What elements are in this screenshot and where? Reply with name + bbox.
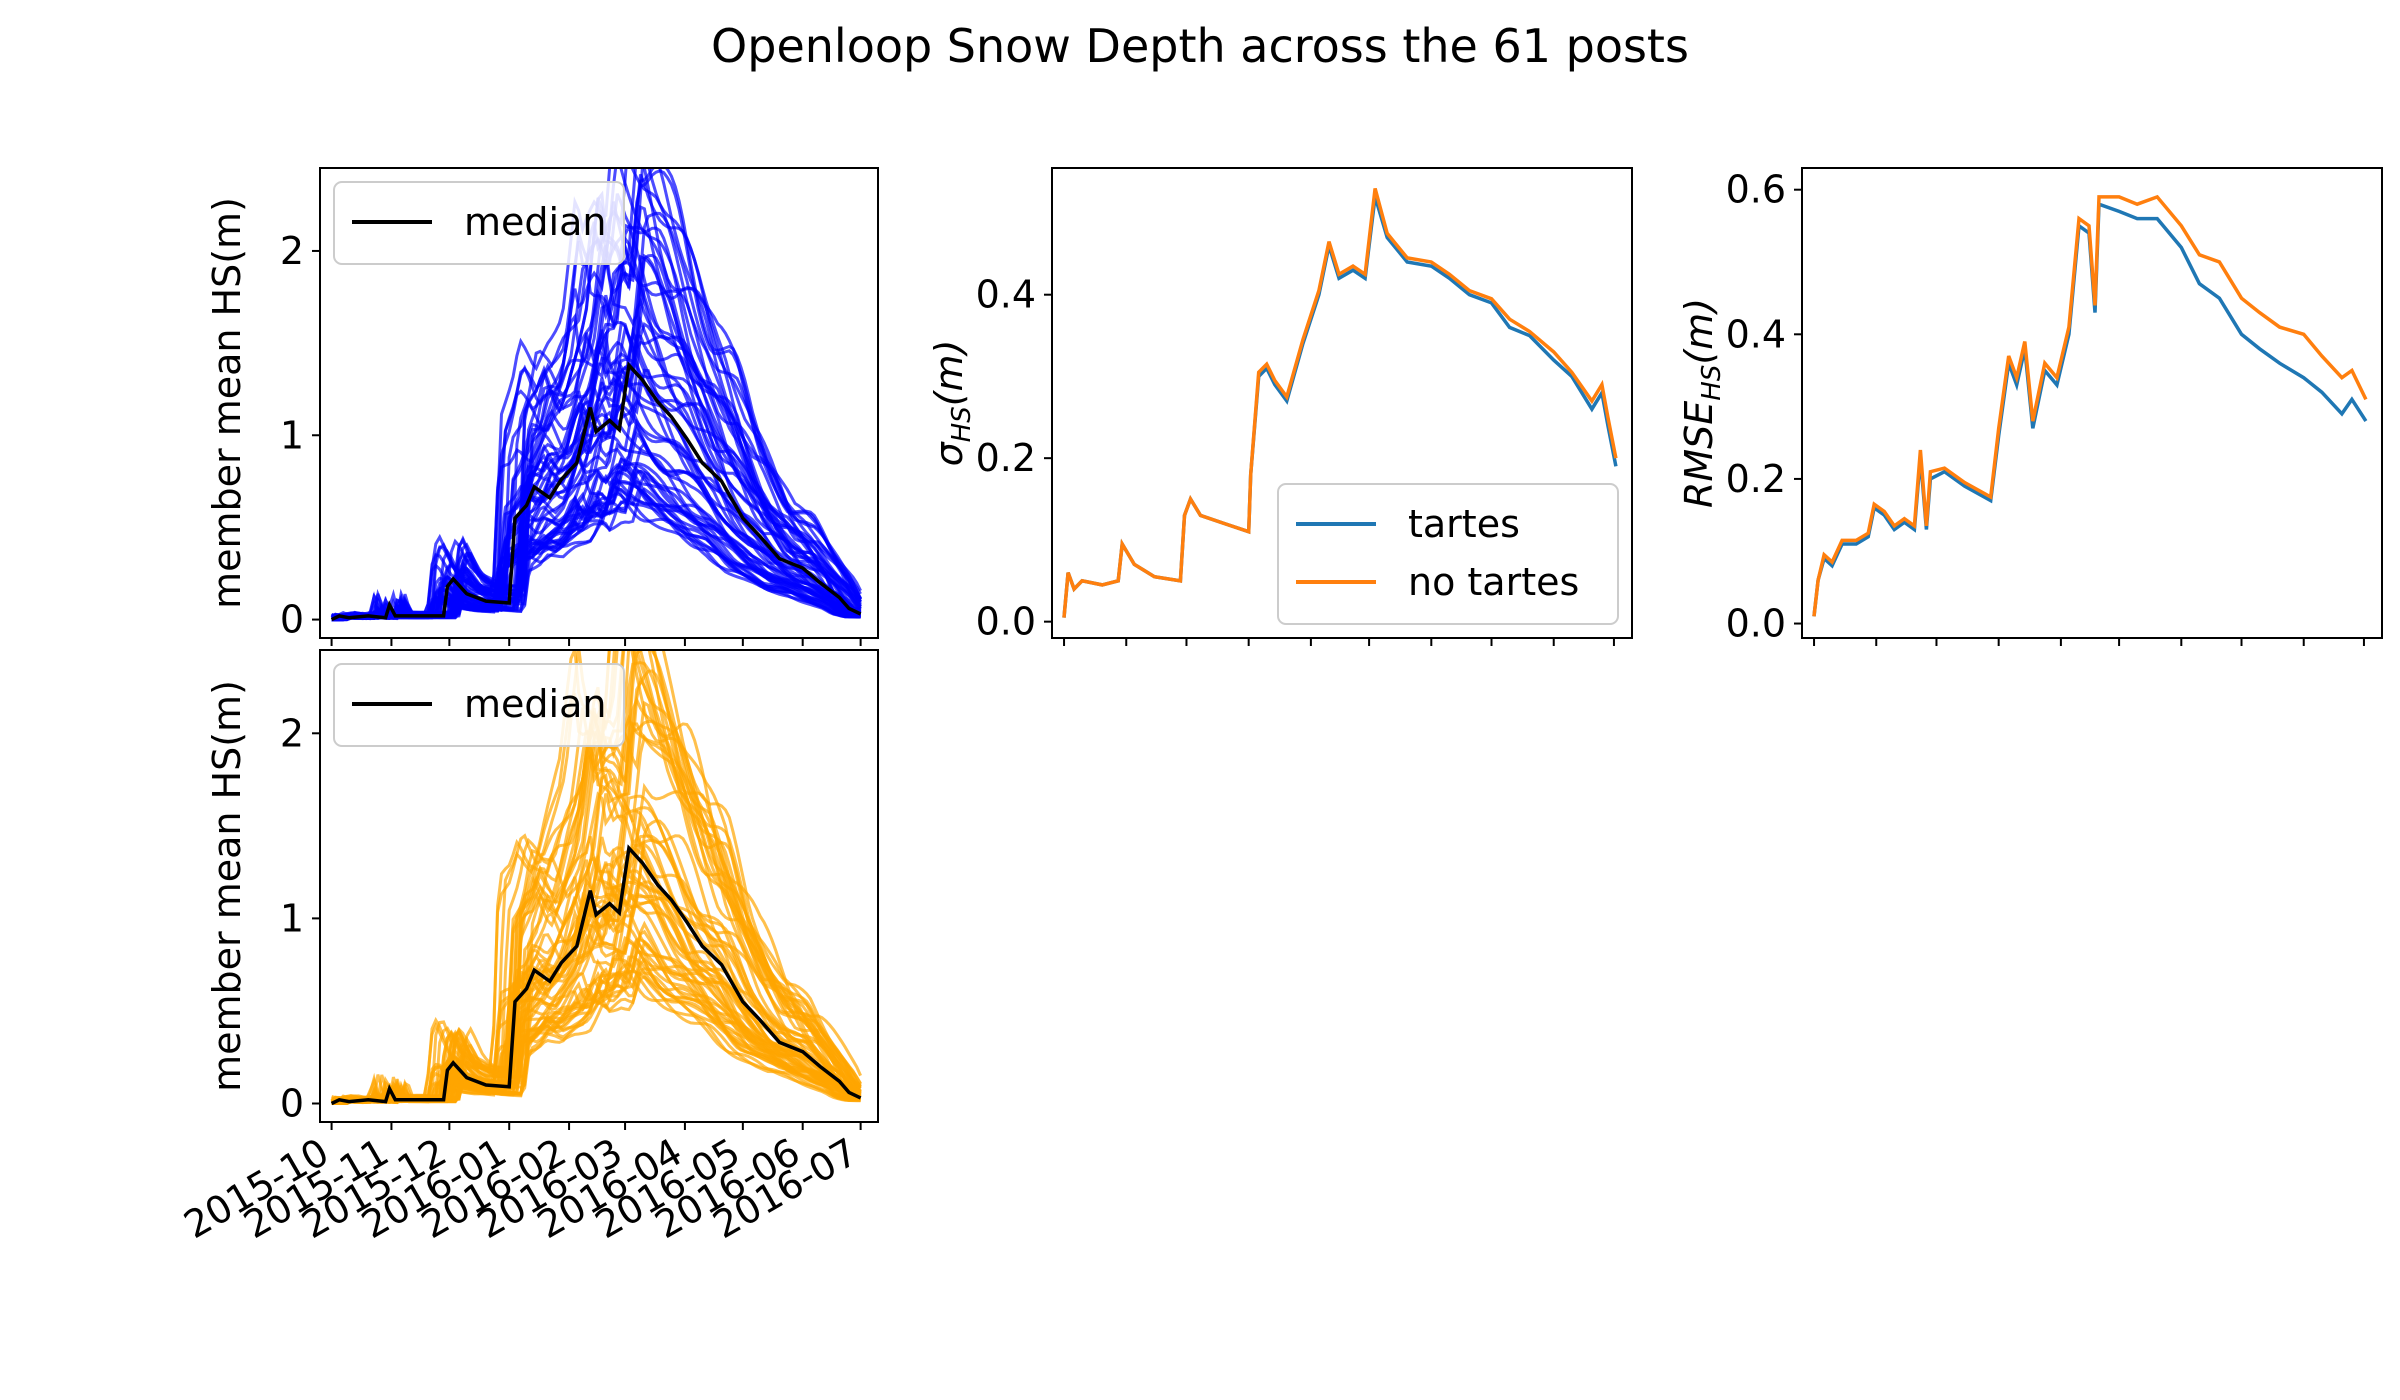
y-tick-label: 0.4 xyxy=(1726,312,1786,356)
plot-area xyxy=(330,168,862,622)
axes-frame xyxy=(1051,167,1633,639)
y-tick-label: 1 xyxy=(280,896,304,940)
legend-label: tartes xyxy=(1408,502,1520,546)
axes-frame xyxy=(1801,167,2383,639)
panel-top-left: 0 1 2 member mean HS(m) median xyxy=(205,167,879,646)
y-tick-label: 1 xyxy=(280,413,304,457)
panel-top-middle: 0.0 0.2 0.4 σHS(m) tartes no tartes xyxy=(927,167,1633,646)
legend: median xyxy=(333,663,625,747)
y-axis-label: RMSEHS(m) xyxy=(1677,298,1727,508)
y-tick-label: 0.4 xyxy=(976,273,1036,317)
median-line xyxy=(330,844,862,1106)
series-tartes xyxy=(1812,201,2368,617)
y-tick-label: 0 xyxy=(280,598,304,642)
y-tick-label: 0 xyxy=(280,1081,304,1125)
legend-box xyxy=(333,181,625,265)
y-tick-label: 0.2 xyxy=(1726,457,1786,501)
figure-title: Openloop Snow Depth across the 61 posts xyxy=(711,19,1689,73)
y-axis-label: member mean HS(m) xyxy=(205,680,249,1092)
legend-box xyxy=(333,663,625,747)
axes-frame xyxy=(319,649,879,1123)
y-tick-label: 2 xyxy=(280,229,304,273)
y-tick-label: 0.0 xyxy=(1726,602,1786,646)
series-no-tartes xyxy=(1062,187,1618,618)
series-no-tartes xyxy=(1812,194,2368,617)
plot-area xyxy=(1812,194,2368,617)
panel-top-right: 0.0 0.2 0.4 0.6 RMSEHS(m) xyxy=(1677,167,2383,646)
plot-area xyxy=(330,650,862,1106)
legend-label: no tartes xyxy=(1408,560,1579,604)
legend: tartes no tartes xyxy=(1277,483,1619,625)
legend-label: median xyxy=(464,682,606,726)
y-tick-label: 0.0 xyxy=(976,600,1036,644)
y-axis-label: member mean HS(m) xyxy=(205,197,249,609)
y-tick-label: 0.2 xyxy=(976,436,1036,480)
median-line xyxy=(330,361,862,622)
legend: median xyxy=(333,181,625,265)
panel-bottom-left: 0122015-102015-112015-122016-012016-0220… xyxy=(177,649,879,1247)
legend-box xyxy=(1277,483,1619,625)
axes-frame xyxy=(319,167,879,639)
y-axis-label: σHS(m) xyxy=(927,340,977,467)
legend-label: median xyxy=(464,200,606,244)
plot-area xyxy=(1062,187,1618,618)
y-tick-label: 0.6 xyxy=(1726,168,1786,212)
member-line xyxy=(330,650,861,1102)
y-tick-label: 2 xyxy=(280,711,304,755)
